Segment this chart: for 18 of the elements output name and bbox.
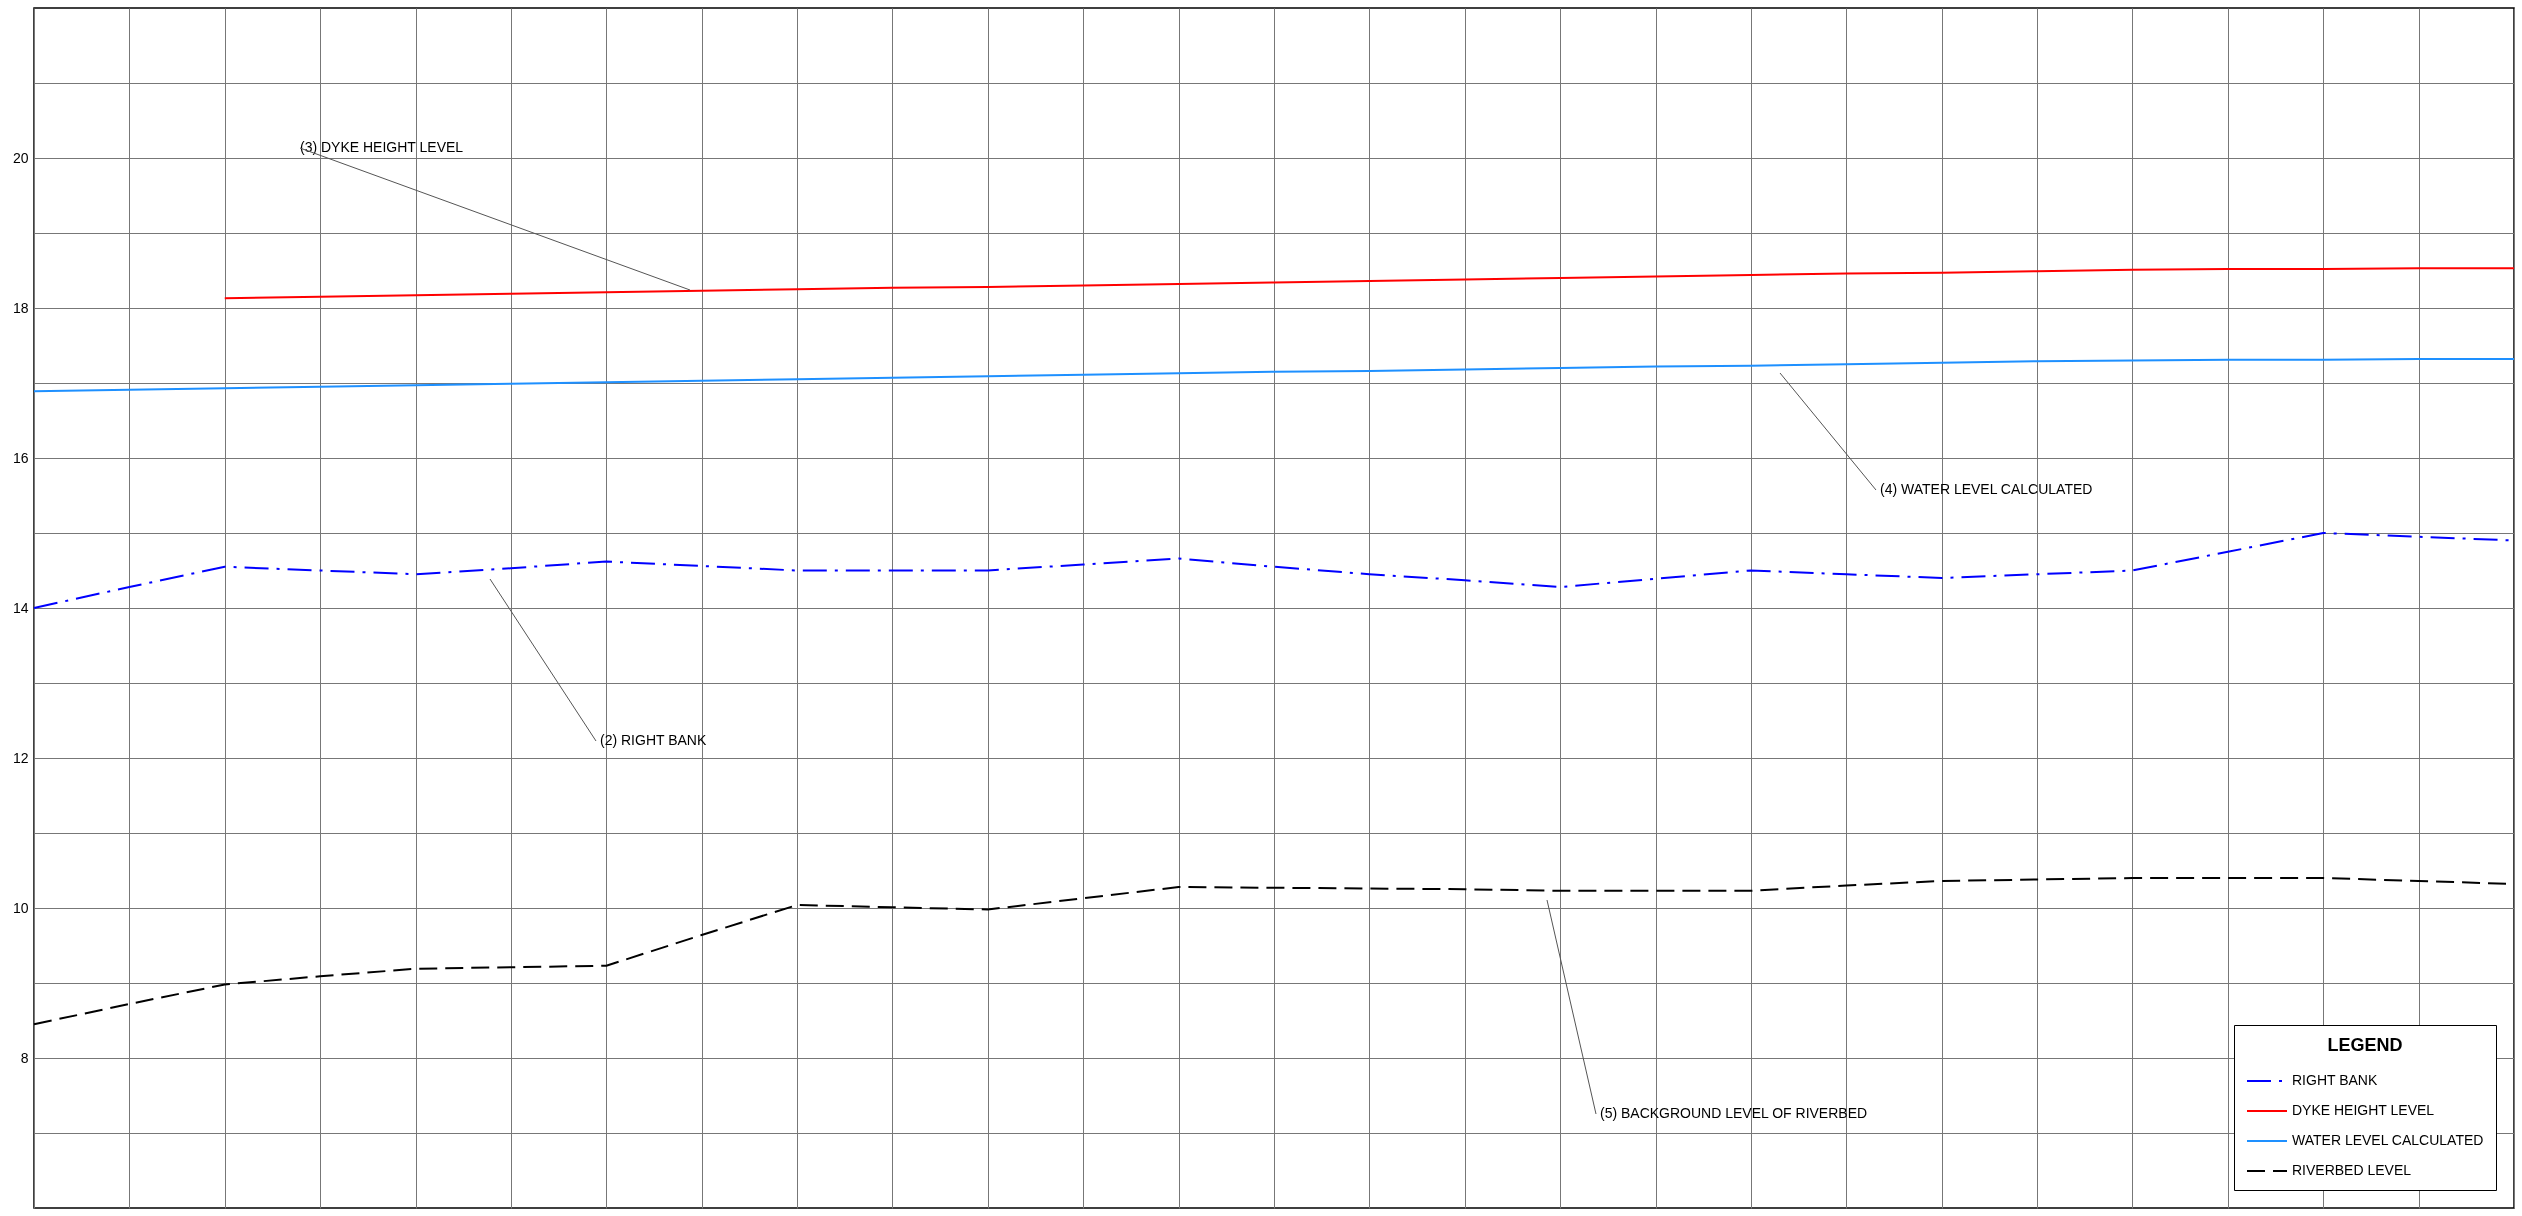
annotation: (4) WATER LEVEL CALCULATED bbox=[1880, 481, 2093, 497]
y-tick-label: 12 bbox=[12, 749, 29, 766]
y-tick-label: 8 bbox=[20, 1049, 29, 1066]
y-tick-label: 18 bbox=[12, 299, 29, 316]
legend-label: DYKE HEIGHT LEVEL bbox=[2292, 1102, 2435, 1118]
y-tick-label: 14 bbox=[12, 599, 29, 616]
y-tick-label: 20 bbox=[12, 149, 29, 166]
annotation: (2) RIGHT BANK bbox=[600, 732, 707, 748]
legend-label: RIVERBED LEVEL bbox=[2292, 1162, 2412, 1178]
legend-title: LEGEND bbox=[2327, 1035, 2403, 1055]
y-tick-label: 16 bbox=[12, 449, 29, 466]
legend-label: RIGHT BANK bbox=[2292, 1072, 2378, 1088]
legend-label: WATER LEVEL CALCULATED bbox=[2292, 1132, 2484, 1148]
annotation: (5) BACKGROUND LEVEL OF RIVERBED bbox=[1600, 1105, 1868, 1121]
line-series bbox=[33, 358, 2515, 393]
line-series bbox=[223, 267, 2515, 300]
y-tick-label: 10 bbox=[12, 899, 29, 916]
annotation: (3) DYKE HEIGHT LEVEL bbox=[300, 139, 464, 155]
